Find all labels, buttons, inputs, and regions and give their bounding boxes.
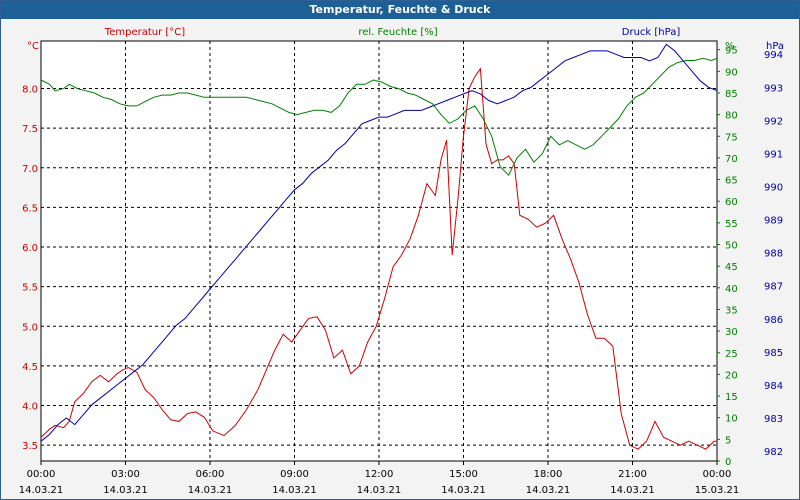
temp-tick-label: 6.0 (22, 243, 38, 254)
press-tick-label: 982 (764, 447, 783, 458)
press-tick-label: 992 (764, 116, 783, 127)
temp-axis-title: Temperatur [°C] (104, 27, 185, 38)
hum-tick-label: 25 (725, 349, 738, 360)
hum-tick-label: 60 (725, 197, 738, 208)
hum-tick-label: 40 (725, 284, 738, 295)
press-series-line (40, 43, 718, 442)
x-tick-time-label: 00:00 (703, 469, 732, 480)
press-tick-label: 987 (764, 282, 783, 293)
press-tick-label: 988 (764, 249, 783, 260)
x-tick-time-label: 12:00 (365, 469, 394, 480)
hum-tick-label: 75 (725, 132, 738, 143)
temp-tick-label: 5.5 (22, 283, 38, 294)
x-tick-date-label: 14.03.21 (19, 485, 64, 496)
hum-tick-label: 45 (725, 262, 738, 273)
x-tick-date-label: 14.03.21 (272, 485, 317, 496)
temp-tick-label: 6.5 (22, 203, 38, 214)
x-tick-date-label: 14.03.21 (441, 485, 486, 496)
temp-tick-label: 8.0 (22, 85, 38, 96)
x-tick-date-label: 15.03.21 (695, 485, 740, 496)
hum-tick-label: 5 (725, 435, 731, 446)
press-tick-label: 983 (764, 414, 783, 425)
press-tick-label: 984 (764, 381, 783, 392)
hum-tick-label: 10 (725, 414, 738, 425)
temp-tick-label: 3.5 (22, 441, 38, 452)
temp-tick-label: 7.0 (22, 164, 38, 175)
press-tick-label: 993 (764, 83, 783, 94)
x-tick-time-label: 03:00 (111, 469, 140, 480)
x-tick-time-label: 15:00 (449, 469, 478, 480)
press-tick-label: 986 (764, 315, 783, 326)
hum-tick-label: 85 (725, 89, 738, 100)
chart-title: Temperatur, Feuchte & Druck (1, 1, 799, 19)
press-tick-label: 994 (764, 50, 783, 61)
temp-series-line (40, 67, 717, 450)
hum-tick-label: 80 (725, 111, 738, 122)
x-tick-date-label: 14.03.21 (526, 485, 571, 496)
press-tick-label: 990 (764, 183, 783, 194)
hum-tick-label: 35 (725, 305, 738, 316)
hum-tick-label: 95 (725, 46, 738, 57)
temp-tick-label: 4.5 (22, 362, 38, 373)
x-tick-date-label: 14.03.21 (103, 485, 148, 496)
hum-tick-label: 90 (725, 67, 738, 78)
hum-unit-label: % (725, 41, 735, 52)
press-tick-label: 989 (764, 216, 783, 227)
press-tick-label: 985 (764, 348, 783, 359)
press-tick-label: 991 (764, 149, 783, 160)
x-tick-time-label: 00:00 (27, 469, 56, 480)
hum-tick-label: 20 (725, 370, 738, 381)
x-tick-date-label: 14.03.21 (357, 485, 402, 496)
x-tick-date-label: 14.03.21 (188, 485, 233, 496)
hum-tick-label: 50 (725, 241, 738, 252)
x-tick-time-label: 18:00 (534, 469, 563, 480)
x-tick-time-label: 21:00 (618, 469, 647, 480)
hum-tick-label: 65 (725, 176, 738, 187)
x-tick-time-label: 06:00 (196, 469, 225, 480)
hum-series-line (40, 57, 718, 177)
press-axis-title: Druck [hPa] (622, 27, 681, 38)
temp-tick-label: 5.0 (22, 322, 38, 333)
chart-plot: 00:00 14.03.21 03:00 14.03.21 06:00 14.03.21 0… (19, 27, 784, 496)
temp-tick-label: 4.0 (22, 402, 38, 413)
hum-tick-label: 70 (725, 154, 738, 165)
temp-tick-label: 7.5 (22, 124, 38, 135)
temp-unit-label: °C (27, 41, 39, 52)
hum-tick-label: 30 (725, 327, 738, 338)
x-tick-date-label: 14.03.21 (610, 485, 655, 496)
press-unit-label: hPa (766, 41, 784, 52)
hum-tick-label: 15 (725, 392, 738, 403)
hum-tick-label: 0 (725, 457, 731, 468)
hum-axis-title: rel. Feuchte [%] (358, 27, 437, 38)
hum-tick-label: 55 (725, 219, 738, 230)
x-tick-time-label: 09:00 (280, 469, 309, 480)
